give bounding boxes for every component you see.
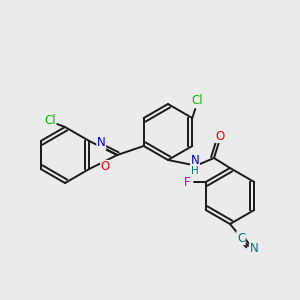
Text: N: N: [250, 242, 258, 256]
Text: N: N: [97, 136, 106, 149]
Text: Cl: Cl: [44, 113, 56, 127]
Text: N: N: [190, 154, 200, 167]
Text: F: F: [183, 176, 190, 188]
Text: O: O: [215, 130, 225, 142]
Text: Cl: Cl: [191, 94, 203, 107]
Text: O: O: [100, 160, 110, 173]
Text: H: H: [191, 166, 199, 176]
Text: C: C: [237, 232, 245, 244]
